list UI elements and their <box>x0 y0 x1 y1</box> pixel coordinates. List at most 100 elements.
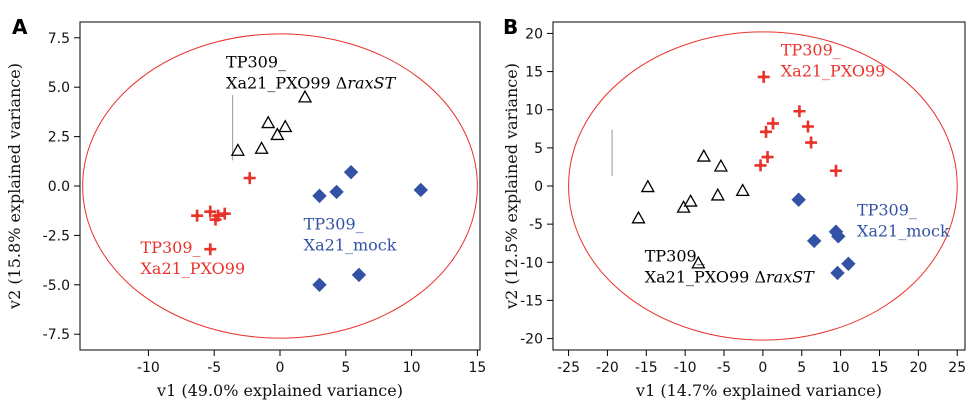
x-tick-label: -15 <box>635 360 658 376</box>
x-axis-label: v1 (49.0% explained variance) <box>156 381 403 400</box>
star-point-center <box>758 163 763 168</box>
x-tick-label: 20 <box>909 360 927 376</box>
x-tick-label: 10 <box>832 360 850 376</box>
annotation-line: TP309_ <box>141 238 201 257</box>
y-tick-label: -7.5 <box>43 327 70 343</box>
annotation-line: Xa21_PXO99 Δ <box>645 268 766 287</box>
y-tick-label: 5.0 <box>48 80 70 96</box>
diamond-point <box>312 188 327 204</box>
triangle-point <box>261 115 276 129</box>
y-axis-label: v2 (12.5% explained variance) <box>502 63 521 310</box>
diamond-point <box>841 256 856 272</box>
x-tick-label: 15 <box>871 360 889 376</box>
y-tick-label: 0.0 <box>48 179 70 195</box>
confidence-ellipse <box>568 31 958 341</box>
star-point-center <box>805 124 811 129</box>
y-tick-label: 5 <box>534 141 543 157</box>
star-point-center <box>770 121 776 126</box>
x-tick-label: 5 <box>341 360 350 376</box>
group-annotation: TP309_ Xa21_mock <box>857 201 950 241</box>
triangle-point <box>735 183 750 197</box>
annotation-line: Xa21_PXO99 <box>781 62 886 81</box>
annotation-italic: raxST <box>347 73 396 92</box>
panel-b: B -25 -20 -15 -10 -5 0 5 10 15 20 25 -20 -15 -10 -5 0 5 10… <box>502 15 966 400</box>
x-tick-label: 0 <box>758 360 767 376</box>
annotation-italic: raxST <box>766 268 815 287</box>
star-point-center <box>208 209 213 214</box>
triangle-point <box>696 148 711 162</box>
y-axis-label: v2 (15.8% explained variance) <box>5 63 24 310</box>
star-point-center <box>765 154 770 160</box>
annotation-line: TP309_ <box>781 41 841 60</box>
annotation-line: Xa21_PXO99 Δ <box>226 73 347 92</box>
star-point-center <box>761 74 766 80</box>
plot-frame <box>552 21 966 351</box>
triangle-point <box>691 255 706 269</box>
diamond-point <box>329 184 344 200</box>
diamond-point <box>312 277 327 293</box>
diamond-point <box>413 182 428 198</box>
diamond-point <box>351 267 367 283</box>
y-tick-label: -20 <box>520 332 543 348</box>
x-tick-label: -10 <box>674 360 697 376</box>
star-point-center <box>247 175 252 181</box>
diamond-point <box>791 192 806 207</box>
panel-a: A -10 -5 0 5 10 15 -7.5 -5.0 -2.5 0.0 2.5 5.0 7.5 v1 (… <box>5 15 486 400</box>
group-annotation: TP309_ Xa21_PXO99 ΔraxST <box>645 247 815 287</box>
triangle-point <box>713 158 729 172</box>
x-tick-label: 5 <box>797 360 806 376</box>
y-tick-label: 0 <box>534 179 543 195</box>
x-tick-label: 10 <box>403 360 421 376</box>
diamond-point <box>830 265 845 281</box>
x-tick-label: -25 <box>557 360 580 376</box>
triangle-point <box>640 179 655 193</box>
annotation-line: Xa21_mock <box>857 222 950 241</box>
triangle-point <box>683 193 698 207</box>
group-annotation: TP309_ Xa21_mock <box>304 214 397 254</box>
panel-letter: B <box>503 15 518 39</box>
y-tick-label: -2.5 <box>43 228 70 244</box>
triangle-point <box>710 187 725 201</box>
diamond-point <box>343 164 359 180</box>
star-point-center <box>797 109 802 114</box>
x-tick-label: 0 <box>276 360 285 376</box>
confidence-ellipse <box>82 33 478 339</box>
annotation-line: TP309_ <box>857 201 917 220</box>
star-point-center <box>194 213 200 218</box>
annotation-line: Xa21_PXO99 <box>141 259 246 278</box>
triangle-point <box>270 127 285 141</box>
triangle-point <box>631 210 646 224</box>
x-tick-label: 15 <box>468 360 486 376</box>
star-point-center <box>833 168 839 173</box>
x-tick-label: -5 <box>207 360 221 376</box>
y-tick-label: -10 <box>520 255 543 271</box>
y-tick-label: -5 <box>529 217 543 233</box>
x-tick-label: -10 <box>137 360 160 376</box>
x-axis-label: v1 (14.7% explained variance) <box>635 381 882 400</box>
y-tick-label: 10 <box>525 103 543 119</box>
triangle-point <box>254 141 269 154</box>
star-point-center <box>222 211 227 216</box>
panel-letter: A <box>12 15 28 39</box>
triangle-point <box>278 119 293 133</box>
star-point-center <box>763 129 769 135</box>
group-annotation: TP309_ Xa21_PXO99 <box>141 238 246 278</box>
diamond-point <box>831 229 846 244</box>
diamond-point <box>806 233 822 249</box>
y-tick-label: -15 <box>520 293 543 309</box>
annotation-line: TP309_ <box>304 214 364 233</box>
star-point-center <box>213 217 218 222</box>
x-tick-label: 25 <box>948 360 966 376</box>
y-tick-label: -5.0 <box>43 278 70 294</box>
y-tick-label: 7.5 <box>48 31 70 47</box>
y-tick-label: 2.5 <box>48 130 70 146</box>
x-tick-label: -20 <box>596 360 619 376</box>
triangle-point <box>230 143 245 156</box>
group-annotation: TP309_ Xa21_PXO99 <box>781 41 886 81</box>
y-tick-label: 15 <box>525 65 543 81</box>
annotation-line: TP309_ <box>226 52 286 71</box>
triangle-point <box>676 200 691 213</box>
annotation-line: Xa21_mock <box>304 235 397 254</box>
triangle-point <box>297 89 313 103</box>
